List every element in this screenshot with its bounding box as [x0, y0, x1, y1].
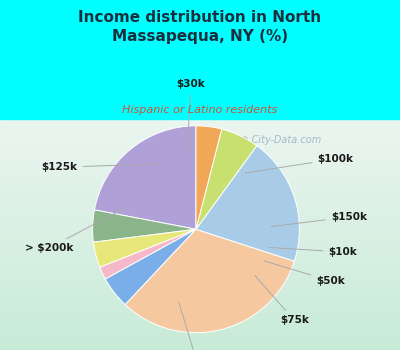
Bar: [0, 188, 400, 192]
Wedge shape: [196, 129, 257, 229]
Bar: [0, 296, 400, 300]
Wedge shape: [94, 126, 196, 229]
Bar: [0, 0, 400, 119]
Text: $50k: $50k: [264, 261, 345, 286]
Bar: [0, 165, 400, 169]
Text: Hispanic or Latino residents: Hispanic or Latino residents: [122, 105, 278, 115]
Wedge shape: [92, 210, 196, 242]
Wedge shape: [125, 229, 294, 332]
Bar: [0, 261, 400, 265]
Bar: [0, 192, 400, 196]
Bar: [0, 200, 400, 204]
Bar: [0, 308, 400, 312]
Bar: [0, 315, 400, 319]
Text: $30k: $30k: [176, 79, 205, 155]
Bar: [0, 277, 400, 281]
Bar: [0, 127, 400, 131]
Bar: [0, 215, 400, 219]
Text: Income distribution in North
Massapequa, NY (%): Income distribution in North Massapequa,…: [78, 10, 322, 44]
Bar: [0, 269, 400, 273]
Text: $125k: $125k: [42, 162, 162, 172]
Bar: [0, 312, 400, 315]
Bar: [0, 338, 400, 342]
Bar: [0, 161, 400, 165]
Bar: [0, 223, 400, 227]
Wedge shape: [196, 146, 300, 261]
Bar: [0, 300, 400, 304]
Bar: [0, 169, 400, 173]
Bar: [0, 331, 400, 335]
Bar: [0, 258, 400, 261]
Bar: [0, 288, 400, 292]
Text: $100k: $100k: [245, 154, 354, 173]
Bar: [0, 173, 400, 177]
Bar: [0, 234, 400, 238]
Bar: [0, 250, 400, 254]
Text: $10k: $10k: [269, 247, 357, 257]
Bar: [0, 281, 400, 285]
Bar: [0, 292, 400, 296]
Wedge shape: [196, 126, 222, 229]
Bar: [0, 138, 400, 142]
Text: ● City-Data.com: ● City-Data.com: [240, 135, 321, 145]
Text: $75k: $75k: [255, 276, 309, 325]
Bar: [0, 319, 400, 323]
Bar: [0, 265, 400, 269]
Bar: [0, 204, 400, 208]
Bar: [0, 131, 400, 134]
Text: > $200k: > $200k: [25, 208, 125, 253]
Bar: [0, 238, 400, 242]
Bar: [0, 177, 400, 181]
Bar: [0, 150, 400, 154]
Wedge shape: [94, 229, 196, 267]
Bar: [0, 142, 400, 146]
Bar: [0, 181, 400, 184]
Bar: [0, 123, 400, 127]
Text: $200k: $200k: [179, 302, 219, 350]
Bar: [0, 208, 400, 211]
Bar: [0, 119, 400, 123]
Bar: [0, 196, 400, 200]
Bar: [0, 323, 400, 327]
Wedge shape: [105, 229, 196, 304]
Bar: [0, 211, 400, 215]
Bar: [0, 219, 400, 223]
Bar: [0, 254, 400, 258]
Bar: [0, 285, 400, 288]
Bar: [0, 134, 400, 138]
Bar: [0, 304, 400, 308]
Bar: [0, 242, 400, 246]
Wedge shape: [100, 229, 196, 279]
Bar: [0, 346, 400, 350]
Bar: [0, 154, 400, 158]
Bar: [0, 246, 400, 250]
Bar: [0, 158, 400, 161]
Bar: [0, 146, 400, 150]
Bar: [0, 273, 400, 277]
Bar: [0, 184, 400, 188]
Text: $150k: $150k: [271, 212, 367, 227]
Bar: [0, 227, 400, 231]
Bar: [0, 327, 400, 331]
Bar: [0, 231, 400, 234]
Bar: [0, 342, 400, 346]
Bar: [0, 335, 400, 338]
